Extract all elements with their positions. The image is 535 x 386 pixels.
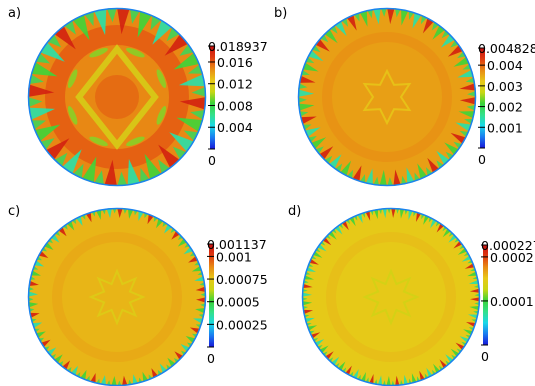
panel-label: d) [288, 204, 301, 219]
colorbar [210, 46, 215, 149]
colorbar-tick-label: 0.003 [487, 79, 523, 94]
panel-label: c) [8, 204, 20, 219]
field-core [95, 75, 139, 119]
colorbar [483, 245, 488, 345]
colorbar-tick-label: 0.001 [216, 249, 252, 264]
panel-b: b) 0.004828 0.004 0.003 0.002 0.001 0 [274, 6, 535, 187]
colorbar-tick-label: 0.0005 [216, 295, 260, 310]
colorbar-tick-label: 0 [481, 349, 489, 364]
colorbar-tick-label: 0.008 [217, 98, 253, 113]
colorbar-tick-label: 0.004 [487, 58, 523, 73]
colorbar-tick-label: 0.002 [487, 100, 523, 115]
panel-label: a) [8, 6, 21, 21]
colorbar-tick-label: 0 [208, 153, 216, 168]
colorbar-tick-label: 0 [478, 152, 486, 167]
colorbar [480, 48, 485, 148]
colorbar-tick-label: 0.018937 [208, 39, 268, 54]
colorbar-tick-label: 0.00075 [216, 272, 268, 287]
colorbar-tick-label: 0.0002 [490, 250, 534, 265]
colorbar [209, 244, 214, 347]
colorbar-tick-label: 0 [207, 351, 215, 366]
colorbar-tick-label: 0.001 [487, 120, 523, 135]
panel-label: b) [274, 6, 287, 21]
colorbar-tick-label: 0.0001 [490, 294, 534, 309]
colorbar-tick-label: 0.012 [217, 77, 253, 92]
colorbar-tick-label: 0.004 [217, 120, 253, 135]
colorbar-tick-label: 0.00025 [216, 317, 268, 332]
colorbar-tick-label: 0.016 [217, 55, 253, 70]
colorbar-tick-label: 0.004828 [478, 41, 535, 56]
